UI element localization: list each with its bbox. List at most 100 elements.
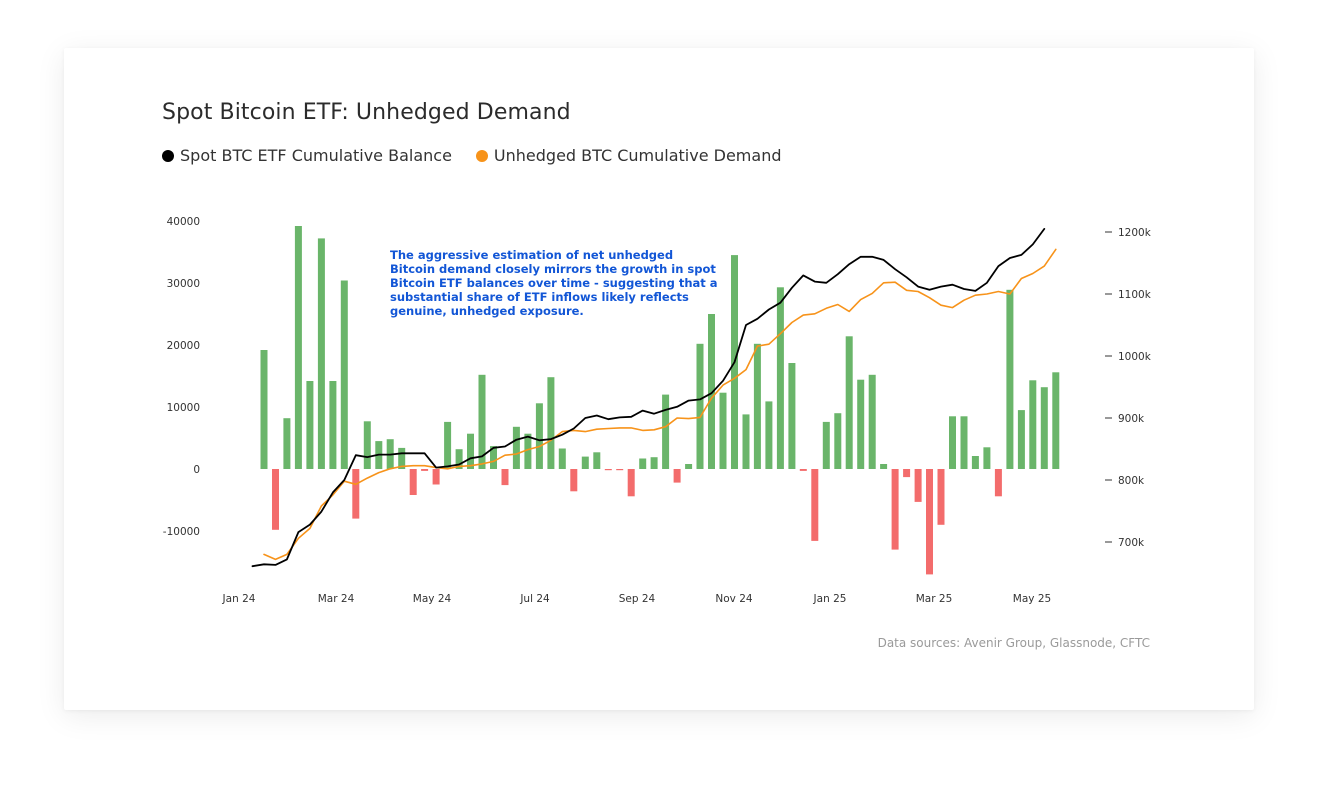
bar — [524, 433, 532, 469]
y-right-tick-label: 700k — [1118, 537, 1145, 549]
y-left-tick-label: 30000 — [167, 278, 200, 290]
bar — [903, 469, 911, 478]
bar — [421, 469, 429, 471]
y-left-tick-label: 20000 — [167, 340, 200, 352]
bar — [1029, 380, 1037, 469]
bar — [949, 416, 956, 469]
bar — [753, 343, 761, 469]
bar — [352, 469, 360, 519]
bar — [432, 469, 440, 485]
bar — [340, 280, 348, 469]
bar — [971, 456, 979, 469]
x-tick-label: Mar 24 — [318, 593, 355, 605]
bar — [765, 401, 773, 469]
bar — [512, 426, 520, 469]
bar — [398, 447, 406, 469]
bar — [926, 469, 933, 575]
bar — [994, 469, 1002, 497]
bar — [363, 421, 371, 469]
chart-title: Spot Bitcoin ETF: Unhedged Demand — [162, 100, 571, 125]
bar — [673, 469, 681, 483]
bar — [283, 418, 291, 469]
bar — [616, 469, 624, 471]
bar — [329, 381, 337, 469]
bar — [478, 374, 486, 469]
x-tick-label: Jan 25 — [813, 593, 847, 605]
bar — [467, 433, 474, 469]
y-left-tick-label: -10000 — [163, 526, 200, 538]
bar — [960, 416, 968, 469]
bar — [272, 469, 279, 530]
bar — [547, 377, 555, 469]
bar — [490, 446, 497, 469]
bar — [776, 287, 784, 469]
y-right-tick-label: 900k — [1118, 413, 1145, 425]
x-tick-label: Nov 24 — [715, 593, 753, 605]
data-source: Data sources: Avenir Group, Glassnode, C… — [877, 636, 1150, 650]
bar — [983, 447, 991, 469]
bar — [857, 379, 865, 469]
chart-annotation: The aggressive estimation of net unhedge… — [390, 248, 718, 318]
legend-item-unhedged: Unhedged BTC Cumulative Demand — [475, 146, 782, 165]
bar — [696, 343, 704, 469]
legend-item-balance: Spot BTC ETF Cumulative Balance — [162, 146, 452, 165]
y-left-tick-label: 0 — [193, 464, 200, 476]
chart-legend: Spot BTC ETF Cumulative Balance Unhedged… — [162, 146, 781, 165]
lines-group — [251, 227, 1057, 568]
bar — [650, 457, 658, 469]
bar — [880, 464, 888, 469]
bar — [570, 469, 578, 492]
bar — [914, 469, 922, 502]
series-line-unhedged — [263, 248, 1057, 561]
legend-dot-unhedged — [475, 149, 488, 162]
bar — [501, 469, 509, 486]
y-right-tick-label: 1200k — [1118, 227, 1152, 239]
bar — [593, 452, 601, 469]
legend-label-balance: Spot BTC ETF Cumulative Balance — [180, 146, 452, 165]
x-tick-label: Jan 24 — [222, 593, 256, 605]
bar — [1017, 410, 1025, 469]
bar — [788, 363, 796, 469]
bar — [799, 469, 807, 471]
x-tick-label: May 25 — [1013, 593, 1051, 605]
bar — [834, 413, 842, 469]
y-left-tick-label: 40000 — [167, 216, 200, 228]
bar — [535, 403, 543, 469]
bar — [708, 314, 715, 469]
bar — [891, 469, 899, 550]
bar — [742, 414, 750, 469]
bar — [719, 392, 727, 469]
chart-plot: 40000 30000 20000 10000 0 -10000 1200k 1100k 10… — [163, 216, 1152, 605]
bar — [937, 469, 945, 525]
bar — [822, 421, 830, 469]
bar — [558, 448, 566, 469]
bar — [845, 336, 853, 469]
bar — [1006, 289, 1014, 469]
bar — [604, 469, 612, 471]
y-right-tick-label: 1000k — [1118, 351, 1152, 363]
x-tick-label: Mar 25 — [916, 593, 953, 605]
bar — [662, 394, 670, 469]
bar — [811, 469, 819, 541]
bar — [306, 381, 314, 469]
bar — [639, 458, 647, 469]
bar — [444, 421, 452, 469]
bar — [455, 449, 463, 469]
legend-dot-balance — [162, 149, 174, 162]
bar — [409, 469, 417, 495]
y-right-tick-label: 800k — [1118, 475, 1145, 487]
x-tick-label: Sep 24 — [619, 593, 656, 605]
x-axis: Jan 24 Mar 24 May 24 Jul 24 Sep 24 Nov 24 Jan … — [222, 593, 1052, 605]
bar — [581, 456, 589, 469]
bar — [685, 464, 693, 469]
bar — [317, 238, 325, 469]
x-tick-label: Jul 24 — [519, 593, 550, 605]
chart-card: Spot Bitcoin ETF: Unhedged Demand Spot B… — [64, 48, 1254, 710]
legend-label-unhedged: Unhedged BTC Cumulative Demand — [493, 146, 782, 165]
bar — [260, 350, 268, 469]
bar — [1040, 387, 1048, 469]
bar — [868, 374, 876, 469]
y-left-tick-label: 10000 — [167, 402, 200, 414]
x-tick-label: May 24 — [413, 593, 452, 605]
bar — [627, 469, 635, 497]
